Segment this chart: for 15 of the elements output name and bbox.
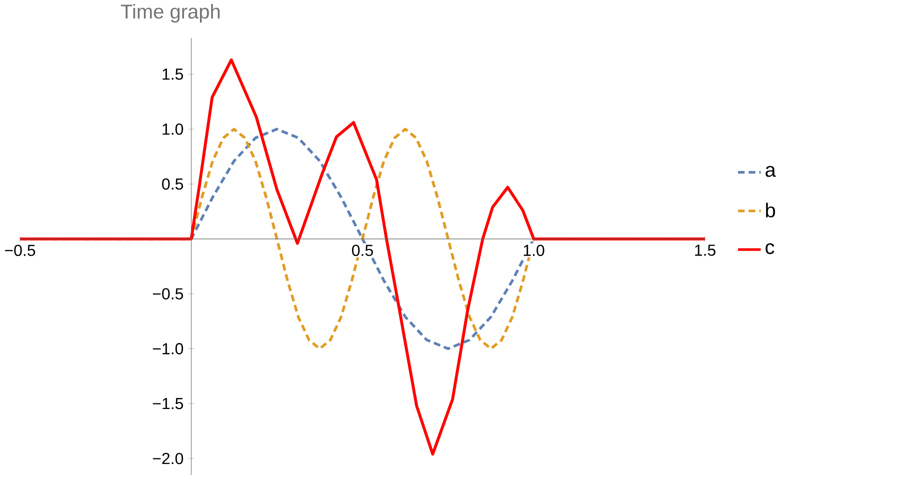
x-tick-label: −0.5 (5, 244, 36, 256)
x-tick-label: 0.5 (352, 244, 373, 256)
legend-label: a (766, 166, 776, 177)
y-tick-label: 1.0 (162, 123, 184, 135)
y-tick-label: −1.5 (152, 398, 184, 410)
legend-label: b (766, 202, 776, 218)
y-tick-label: −1.0 (152, 343, 184, 354)
y-tick-label: 1.5 (162, 68, 184, 80)
legend-label: c (766, 243, 774, 254)
y-tick-label: −2.0 (152, 452, 184, 464)
chart-title: Time graph (120, 4, 220, 23)
x-tick-label: 1.0 (524, 244, 544, 256)
y-tick-label: −0.5 (152, 288, 184, 300)
x-tick-label: 1.5 (695, 244, 716, 256)
y-tick-label: 0.5 (162, 178, 184, 190)
